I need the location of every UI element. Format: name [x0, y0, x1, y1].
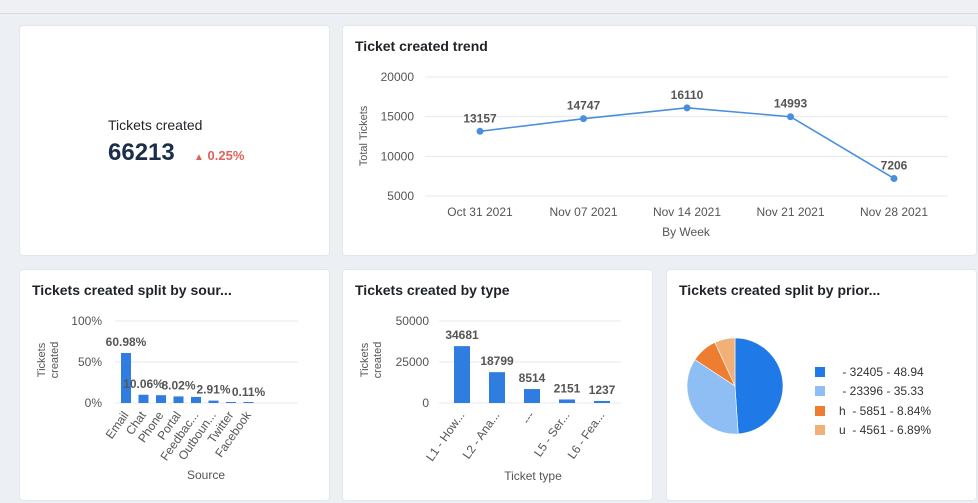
- pie-slice[interactable]: [734, 337, 784, 435]
- type-x-axis-label: Ticket type: [504, 469, 562, 483]
- trend-point[interactable]: [683, 104, 691, 112]
- pie-slice[interactable]: [686, 359, 739, 435]
- legend-swatch: [815, 366, 825, 377]
- type-data-label: 2151: [554, 381, 581, 395]
- legend-label: - 32405 - 48.94: [839, 364, 924, 379]
- kpi-change-value: 0.25%: [207, 148, 245, 163]
- trend-series-line: [479, 107, 895, 180]
- legend-label: u - 4561 - 6.89%: [839, 423, 932, 438]
- top-bar: [0, 0, 978, 14]
- priority-pie-chart[interactable]: [667, 270, 807, 500]
- legend-item[interactable]: u - 4561 - 6.89%: [815, 421, 931, 441]
- source-split-card: Tickets created split by sour... 0% 50% 10…: [20, 270, 329, 500]
- trend-x-tick-label: Nov 21 2021: [756, 205, 824, 219]
- card-title: Tickets created split by sour...: [32, 282, 232, 298]
- priority-legend: - 32405 - 48.94 - 23396 - 35.33 h - 5851 …: [815, 362, 931, 440]
- source-bar[interactable]: [156, 395, 166, 403]
- source-data-label: 8.02%: [161, 378, 195, 392]
- source-bar[interactable]: [121, 352, 131, 403]
- trend-chart[interactable]: 5000 10000 15000 20000 Oct 31 2021 Nov 07 20…: [343, 26, 976, 255]
- legend-item[interactable]: h - 5851 - 8.84%: [815, 401, 931, 421]
- trend-x-tick-label: Nov 28 2021: [860, 205, 928, 219]
- source-bar[interactable]: [173, 396, 184, 403]
- type-bar[interactable]: [524, 389, 540, 403]
- card-title: Tickets created by type: [355, 282, 510, 298]
- trend-x-axis-label: By Week: [662, 225, 711, 239]
- trend-data-label: 14747: [567, 99, 601, 113]
- legend-swatch: [815, 386, 825, 397]
- source-y-axis-label-line2: created: [49, 342, 61, 379]
- trend-y-axis-label: Total Tickets: [358, 105, 370, 166]
- trend-point[interactable]: [787, 113, 794, 121]
- priority-split-card: Tickets created split by prior... - 3240…: [667, 270, 976, 500]
- trend-data-label: 14993: [774, 97, 808, 111]
- source-y-axis-label-line1: Tickets: [36, 342, 48, 377]
- trend-point[interactable]: [580, 115, 587, 123]
- source-x-axis-label: Source: [187, 468, 225, 482]
- trend-y-tick-label: 10000: [381, 149, 415, 163]
- source-bar[interactable]: [243, 402, 254, 403]
- type-data-label: 18799: [480, 354, 514, 368]
- card-title: Ticket created trend: [355, 38, 488, 54]
- trend-data-label: 16110: [671, 88, 704, 102]
- source-y-tick-label: 50%: [78, 355, 102, 369]
- type-y-tick-label: 25000: [396, 355, 430, 369]
- trend-x-tick-label: Nov 07 2021: [549, 205, 617, 219]
- pie-slice[interactable]: [714, 337, 736, 387]
- legend-item[interactable]: - 23396 - 35.33: [815, 382, 931, 402]
- trend-point[interactable]: [890, 174, 898, 182]
- kpi-label: Tickets created: [108, 117, 203, 133]
- type-card: Tickets created by type 0 25000 50000 3468…: [343, 270, 652, 500]
- type-data-label: 8514: [519, 371, 546, 385]
- trend-x-tick-label: Oct 31 2021: [447, 205, 513, 219]
- trend-y-tick-label: 15000: [381, 110, 415, 124]
- type-x-tick-label: ---: [519, 409, 537, 427]
- type-bar[interactable]: [489, 372, 505, 403]
- source-y-tick-label: 0%: [85, 396, 103, 410]
- kpi-change: ▲ 0.25%: [194, 148, 244, 163]
- source-bar-chart[interactable]: 0%50%100% 60.98%10.06%8.02% 2.91% 0.11% Em…: [20, 270, 329, 500]
- trend-x-tick-label: Nov 14 2021: [653, 205, 721, 219]
- type-y-axis-label-line2: created: [372, 342, 384, 379]
- type-bar[interactable]: [559, 399, 575, 403]
- source-bar[interactable]: [138, 394, 149, 403]
- source-bar[interactable]: [208, 400, 219, 403]
- trend-data-label: 13157: [463, 111, 497, 125]
- type-bar[interactable]: [454, 346, 470, 403]
- kpi-value: 66213: [108, 139, 175, 166]
- ticket-trend-card: Ticket created trend 5000 10000 15000 20000…: [343, 26, 976, 255]
- type-y-tick-label: 0: [422, 396, 429, 410]
- triangle-up-icon: ▲: [194, 152, 204, 163]
- source-bar[interactable]: [191, 396, 201, 403]
- source-data-label: 2.91%: [196, 383, 230, 397]
- legend-swatch: [815, 405, 825, 416]
- trend-y-tick-label: 5000: [387, 189, 414, 203]
- trend-data-label: 7206: [881, 158, 908, 172]
- legend-swatch: [815, 425, 825, 436]
- type-y-axis-label-line1: Tickets: [359, 342, 371, 377]
- type-data-label: 34681: [445, 328, 479, 342]
- trend-y-tick-label: 20000: [381, 70, 415, 84]
- source-data-label: 60.98%: [106, 335, 147, 349]
- legend-label: h - 5851 - 8.84%: [839, 403, 932, 418]
- source-bar[interactable]: [226, 402, 236, 403]
- legend-label: - 23396 - 35.33: [839, 384, 924, 399]
- source-data-label: 0.11%: [232, 385, 266, 399]
- type-data-label: 1237: [589, 383, 616, 397]
- card-title: Tickets created split by prior...: [679, 282, 881, 298]
- source-y-tick-label: 100%: [71, 314, 102, 328]
- type-bar[interactable]: [594, 400, 610, 403]
- trend-point[interactable]: [476, 127, 484, 135]
- type-y-tick-label: 50000: [396, 314, 430, 328]
- source-data-label: 10.06%: [123, 377, 164, 391]
- legend-item[interactable]: - 32405 - 48.94: [815, 362, 931, 382]
- kpi-card-tickets-created: Tickets created 66213 ▲ 0.25%: [20, 26, 329, 255]
